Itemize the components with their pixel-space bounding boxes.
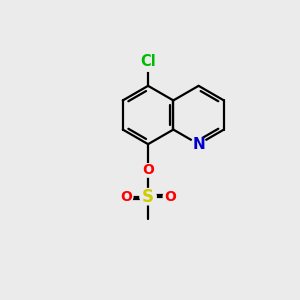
Circle shape [141, 164, 155, 177]
Circle shape [119, 190, 133, 203]
Text: Cl: Cl [140, 53, 156, 68]
Circle shape [191, 137, 206, 152]
Text: N: N [192, 137, 205, 152]
Circle shape [163, 190, 177, 203]
Text: O: O [120, 190, 132, 204]
Text: S: S [142, 188, 154, 206]
Text: O: O [164, 190, 176, 204]
Text: O: O [142, 164, 154, 177]
Circle shape [138, 51, 158, 71]
Circle shape [140, 188, 156, 205]
